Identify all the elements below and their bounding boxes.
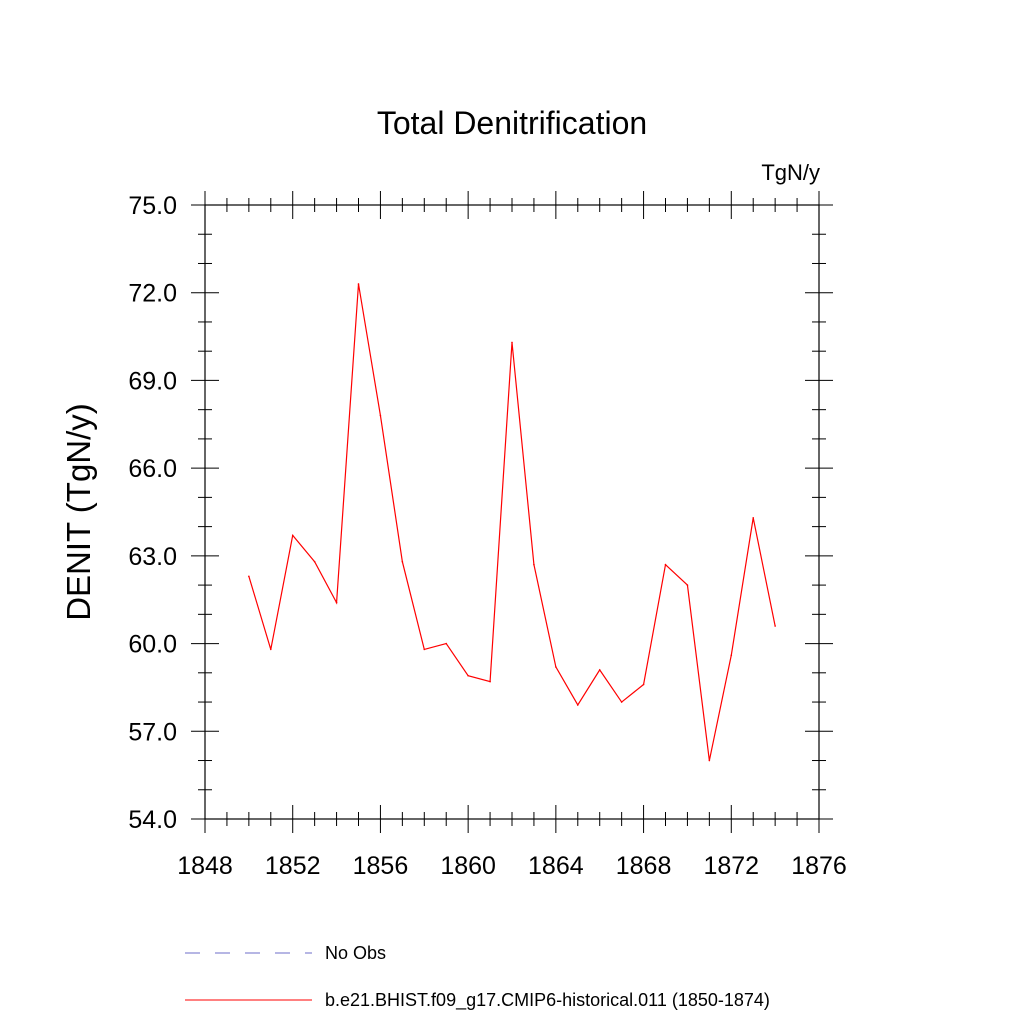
- y-tick-label: 57.0: [128, 718, 177, 746]
- data-point: [774, 625, 776, 627]
- y-tick-label: 66.0: [128, 455, 177, 483]
- data-point: [313, 560, 316, 563]
- legend-label: b.e21.BHIST.f09_g17.CMIP6-historical.011…: [325, 990, 770, 1011]
- x-tick-label: 1864: [528, 852, 584, 880]
- data-point: [511, 341, 513, 344]
- data-point: [248, 575, 250, 578]
- data-point: [401, 560, 404, 563]
- x-tick-label: 1852: [265, 852, 321, 880]
- legend-label: No Obs: [325, 943, 386, 963]
- series-layer: [248, 283, 776, 762]
- data-point: [291, 534, 294, 537]
- axis-ticks: 1848 1852 1856 1860 1864 1868 1872 1876 54.0 57.0…: [128, 191, 847, 880]
- x-tick-label: 1848: [177, 852, 233, 880]
- y-tick-label: 69.0: [128, 367, 177, 395]
- data-point: [708, 759, 711, 762]
- data-point: [467, 674, 469, 677]
- x-tick-label: 1860: [440, 852, 496, 880]
- data-point: [489, 680, 491, 683]
- x-tick-label: 1872: [703, 852, 759, 880]
- data-point: [269, 648, 272, 651]
- data-point: [664, 563, 667, 566]
- y-tick-label: 72.0: [128, 280, 177, 308]
- y-tick-label: 54.0: [128, 806, 177, 834]
- data-point: [533, 563, 535, 566]
- data-point: [620, 701, 623, 703]
- data-point: [379, 414, 382, 417]
- x-tick-label: 1876: [791, 852, 847, 880]
- chart-title: Total Denitrification: [377, 105, 647, 141]
- series-line: [248, 283, 776, 761]
- data-point: [335, 601, 338, 604]
- data-point: [598, 669, 601, 671]
- data-point: [642, 683, 645, 686]
- legend: No Obs b.e21.BHIST.f09_g17.CMIP6-historic…: [185, 943, 770, 1011]
- data-point: [555, 666, 557, 668]
- units-label: TgN/y: [761, 160, 820, 185]
- data-point: [357, 283, 360, 285]
- plot-frame: [204, 204, 820, 820]
- y-tick-label: 60.0: [128, 631, 177, 659]
- data-point: [576, 704, 579, 706]
- data-point: [423, 648, 426, 651]
- data-point: [752, 517, 755, 519]
- data-point: [686, 584, 689, 586]
- y-tick-label: 75.0: [128, 192, 177, 220]
- data-point: [730, 654, 733, 657]
- y-axis-label: DENIT (TgN/y): [60, 403, 97, 621]
- data-point: [445, 642, 448, 645]
- x-tick-label: 1856: [353, 852, 409, 880]
- x-tick-label: 1868: [616, 852, 672, 880]
- y-tick-label: 63.0: [128, 543, 177, 571]
